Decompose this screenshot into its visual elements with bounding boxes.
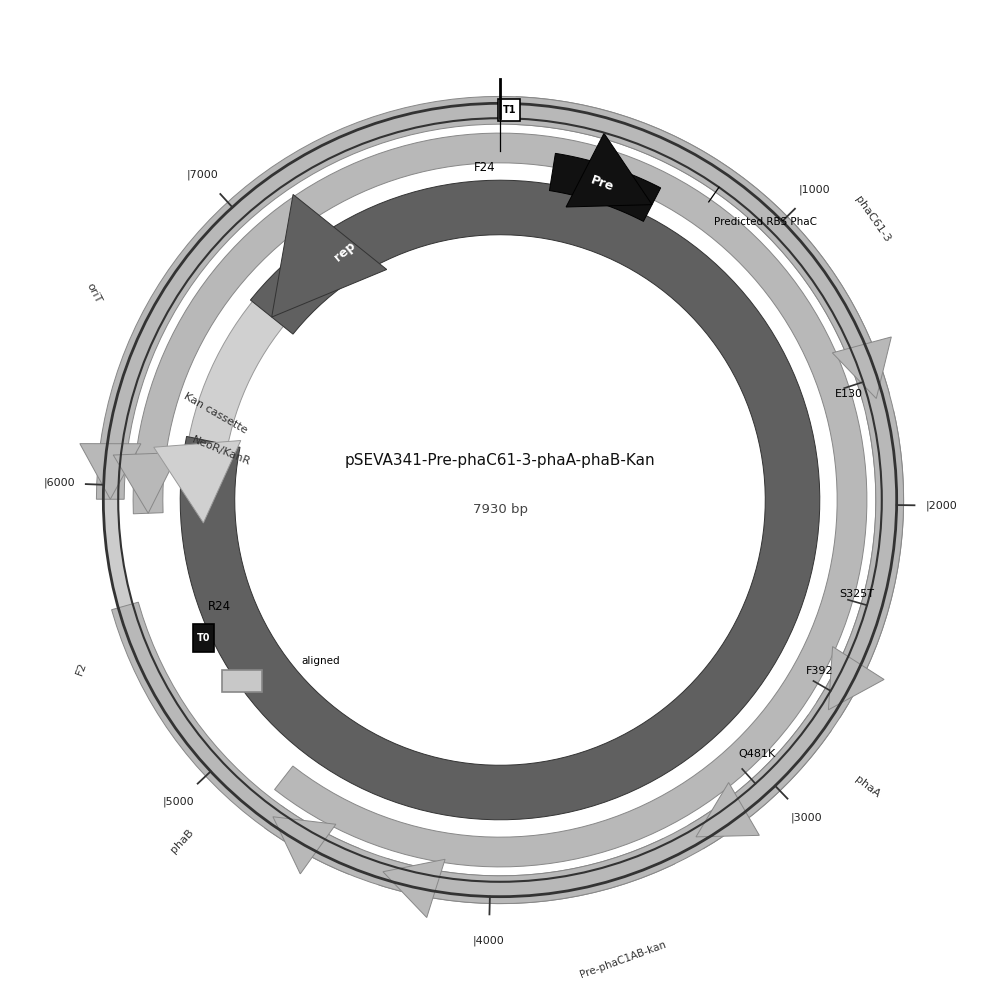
Polygon shape xyxy=(817,410,904,717)
Text: aligned: aligned xyxy=(301,656,340,666)
Polygon shape xyxy=(103,103,897,897)
Text: F24: F24 xyxy=(474,161,496,174)
Polygon shape xyxy=(180,180,820,820)
Polygon shape xyxy=(265,805,359,874)
FancyArrow shape xyxy=(272,194,387,317)
Text: rep: rep xyxy=(332,239,358,264)
Polygon shape xyxy=(133,133,867,867)
Polygon shape xyxy=(183,183,817,817)
Text: |3000: |3000 xyxy=(790,813,822,823)
Text: |2000: |2000 xyxy=(925,500,957,511)
Text: |7000: |7000 xyxy=(186,169,218,180)
Bar xyxy=(498,99,520,121)
Text: 7930 bp: 7930 bp xyxy=(473,503,528,516)
Polygon shape xyxy=(515,97,890,402)
Polygon shape xyxy=(379,839,675,904)
FancyArrow shape xyxy=(566,133,652,207)
Text: phaB: phaB xyxy=(169,827,196,855)
Text: |4000: |4000 xyxy=(473,936,505,946)
Polygon shape xyxy=(549,153,661,221)
Text: R24: R24 xyxy=(208,600,231,613)
Text: NeoR/KanR: NeoR/KanR xyxy=(191,435,252,467)
FancyArrow shape xyxy=(273,817,336,874)
Text: F392: F392 xyxy=(806,666,834,676)
Text: |1000: |1000 xyxy=(798,185,830,195)
Text: Predicted RBS PhaC: Predicted RBS PhaC xyxy=(714,217,817,227)
FancyArrow shape xyxy=(696,783,759,837)
Bar xyxy=(193,624,214,652)
Text: Q481K: Q481K xyxy=(739,749,776,759)
Text: Kan cassette: Kan cassette xyxy=(182,391,249,435)
FancyArrow shape xyxy=(113,453,179,513)
Text: E130: E130 xyxy=(835,389,863,399)
FancyArrow shape xyxy=(383,859,445,918)
FancyArrow shape xyxy=(828,647,884,710)
Text: S325T: S325T xyxy=(839,589,874,599)
Polygon shape xyxy=(689,715,831,849)
Text: oriT: oriT xyxy=(84,281,103,305)
Text: T0: T0 xyxy=(197,633,210,643)
Text: pSEVA341-Pre-phaC61-3-phaA-phaB-Kan: pSEVA341-Pre-phaC61-3-phaA-phaB-Kan xyxy=(345,453,655,468)
FancyArrow shape xyxy=(154,440,241,523)
Polygon shape xyxy=(96,96,904,904)
Text: phaC61-3: phaC61-3 xyxy=(853,195,892,244)
Text: Pre: Pre xyxy=(589,174,616,194)
Text: |5000: |5000 xyxy=(162,797,194,807)
FancyArrow shape xyxy=(832,337,891,399)
Text: F2: F2 xyxy=(75,661,89,677)
Text: phaA: phaA xyxy=(853,774,882,800)
FancyArrow shape xyxy=(80,444,141,499)
Text: Pre-phaC1AB-kan: Pre-phaC1AB-kan xyxy=(579,940,668,980)
Text: |6000: |6000 xyxy=(43,478,75,488)
Text: T1: T1 xyxy=(503,105,516,115)
Bar xyxy=(222,670,262,692)
